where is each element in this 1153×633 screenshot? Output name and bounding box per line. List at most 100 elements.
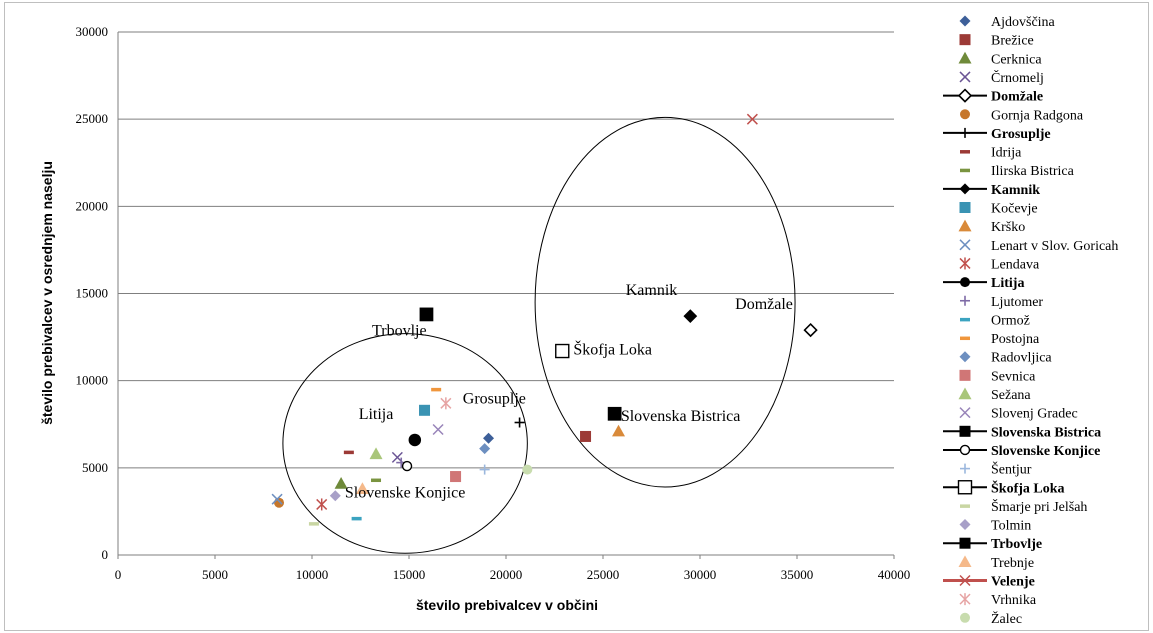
- legend-label: Krško: [991, 220, 1025, 235]
- legend-item: Grosuplje: [943, 127, 1051, 142]
- legend-marker: [957, 480, 973, 495]
- legend-label: Ljutomer: [991, 295, 1043, 310]
- legend-item: Vrhnika: [959, 593, 1037, 608]
- data-point: [334, 477, 348, 489]
- cluster-ellipse: [282, 333, 528, 554]
- legend-label: Ajdovščina: [991, 15, 1056, 30]
- y-tick-label: 30000: [76, 24, 109, 39]
- data-point: [408, 433, 422, 447]
- legend-item: Žalec: [960, 610, 1022, 627]
- legend-label: Šentjur: [991, 461, 1032, 478]
- legend-marker: [959, 444, 971, 456]
- legend-marker: [960, 504, 970, 508]
- annotation-label: Grosuplje: [463, 390, 526, 407]
- legend-label: Domžale: [991, 90, 1043, 105]
- x-tick-label: 40000: [878, 567, 911, 582]
- legend-item: Domžale: [943, 88, 1043, 105]
- x-tick-label: 0: [115, 567, 122, 582]
- legend-marker: [959, 183, 971, 195]
- x-tick-label: 10000: [296, 567, 329, 582]
- annotation-label: Kamnik: [626, 282, 678, 299]
- legend-marker: [959, 537, 971, 549]
- legend-marker: [960, 295, 970, 306]
- data-point: [580, 430, 592, 442]
- x-tick-label: 35000: [781, 567, 814, 582]
- legend-label: Lendava: [991, 257, 1040, 272]
- legend-item: Črnomelj: [959, 69, 1044, 86]
- data-point: [274, 497, 285, 508]
- legend-item: Trbovlje: [943, 537, 1042, 552]
- legend: Ajdovščina Brežice Cerknica Črnomelj Domžale…: [943, 15, 1118, 627]
- legend-marker: [960, 127, 970, 138]
- data-point: [419, 404, 431, 416]
- y-tick-label: 10000: [76, 373, 109, 388]
- x-axis-label: število prebivalcev v občini: [416, 597, 598, 613]
- legend-marker: [959, 71, 971, 83]
- legend-marker: [959, 407, 971, 419]
- legend-marker: [960, 277, 970, 288]
- x-tick-label: 15000: [393, 567, 426, 582]
- cluster-ellipses: [282, 116, 796, 554]
- data-point: [431, 387, 442, 392]
- legend-label: Radovljica: [991, 351, 1052, 366]
- data-point: [607, 406, 622, 421]
- axes: 0 5000 10000 15000 20000 25000 30000 0 5000 10000…: [76, 24, 911, 582]
- y-tick-label: 0: [102, 547, 109, 562]
- legend-label: Kočevje: [991, 202, 1038, 217]
- legend-marker: [957, 88, 973, 103]
- data-points: [271, 113, 818, 526]
- data-point: [514, 417, 525, 428]
- legend-item: Lenart v Slov. Goricah: [959, 239, 1118, 254]
- data-point: [483, 432, 495, 444]
- data-point: [450, 471, 462, 483]
- legend-label: Škofja Loka: [991, 479, 1065, 496]
- legend-marker: [959, 574, 971, 587]
- legend-label: Trebnje: [991, 556, 1034, 571]
- x-tick-label: 25000: [587, 567, 620, 582]
- legend-marker: [959, 425, 971, 437]
- legend-marker: [959, 15, 971, 27]
- data-point: [351, 516, 362, 521]
- legend-item: Ljutomer: [960, 295, 1043, 310]
- legend-label: Vrhnika: [991, 593, 1037, 608]
- legend-item: Ormož: [960, 313, 1030, 328]
- legend-marker: [958, 51, 972, 64]
- data-point: [316, 498, 328, 511]
- x-tick-label: 5000: [202, 567, 228, 582]
- data-point: [432, 423, 444, 436]
- legend-marker: [958, 555, 972, 568]
- legend-label: Slovenske Konjice: [991, 444, 1100, 459]
- legend-label: Sevnica: [991, 369, 1036, 384]
- data-point: [479, 464, 490, 475]
- legend-item: Kamnik: [943, 183, 1040, 198]
- legend-item: Slovenska Bistrica: [943, 425, 1101, 440]
- data-point: [355, 482, 369, 494]
- legend-item: Slovenj Gradec: [959, 407, 1078, 422]
- y-tick-label: 5000: [82, 460, 108, 475]
- legend-label: Tolmin: [991, 519, 1031, 534]
- y-tick-label: 20000: [76, 198, 109, 213]
- legend-marker: [959, 519, 971, 531]
- data-point: [369, 447, 383, 460]
- data-point: [343, 450, 354, 455]
- legend-item: Šmarje pri Jelšah: [960, 498, 1087, 515]
- legend-item: Tolmin: [959, 519, 1031, 534]
- data-point: [419, 307, 434, 322]
- annotation-label: Slovenska Bistrica: [621, 408, 741, 425]
- legend-label: Žalec: [991, 610, 1022, 627]
- annotations: Trbovlje Kamnik Domžale Škofja Loka Grosuplj…: [345, 282, 793, 501]
- legend-marker: [958, 219, 972, 232]
- legend-label: Litija: [991, 276, 1024, 291]
- data-point: [440, 397, 452, 410]
- data-point: [746, 113, 758, 125]
- legend-label: Šmarje pri Jelšah: [991, 498, 1087, 515]
- legend-label: Brežice: [991, 34, 1034, 49]
- y-tick-label: 15000: [76, 286, 109, 301]
- legend-marker: [960, 336, 970, 341]
- legend-marker: [960, 612, 970, 623]
- x-tick-label: 30000: [684, 567, 717, 582]
- legend-marker: [959, 257, 971, 270]
- legend-marker: [959, 351, 971, 363]
- legend-marker: [960, 109, 970, 120]
